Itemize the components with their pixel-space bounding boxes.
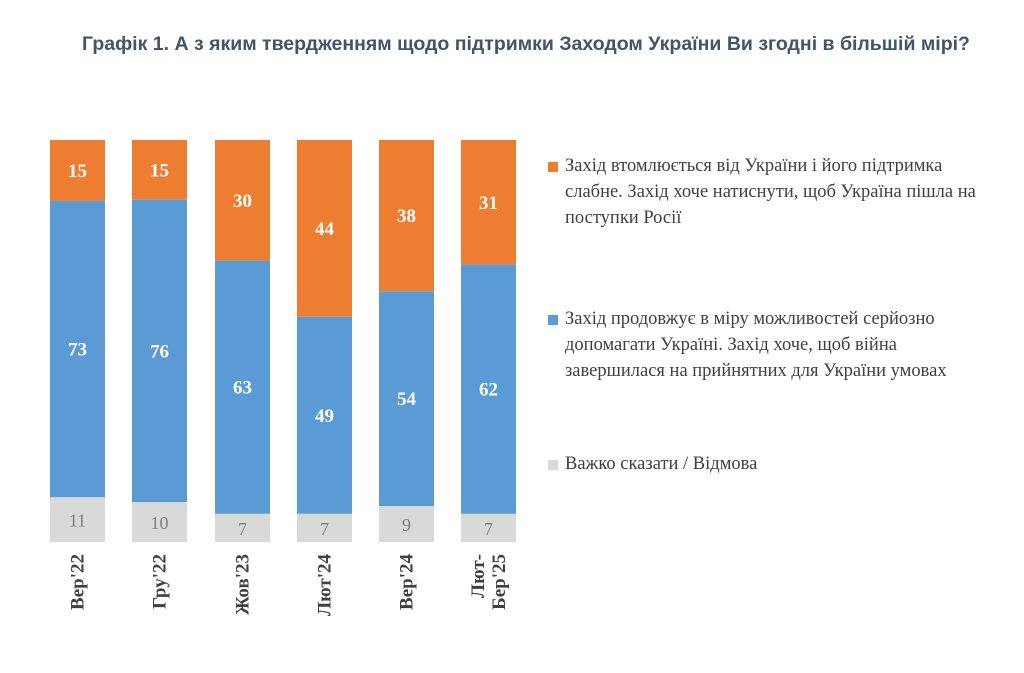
bar-segment — [379, 140, 434, 292]
data-label: 44 — [315, 219, 335, 240]
chart-title: Графік 1. А з яким твердженням щодо підт… — [82, 33, 970, 55]
data-label: 9 — [402, 515, 411, 535]
bar-segment — [215, 513, 270, 542]
category-label: Лют- Бер'25 — [468, 554, 510, 610]
data-label: 11 — [69, 511, 86, 531]
data-label: 15 — [150, 160, 169, 181]
data-label: 73 — [68, 340, 87, 361]
data-label: 7 — [484, 519, 493, 539]
bar-segment — [132, 502, 187, 542]
category-label-text: Лют- — [468, 554, 489, 598]
data-label: 31 — [479, 193, 498, 214]
bar-segment — [132, 140, 187, 200]
category-label: Вер'24 — [397, 554, 418, 610]
bar-segment — [50, 200, 105, 498]
bar-segment — [215, 140, 270, 261]
data-label: 15 — [68, 161, 87, 182]
bar-segment — [297, 316, 352, 514]
bar-segment — [461, 264, 516, 514]
data-label: 63 — [233, 378, 252, 399]
legend-item: Захід втомлюється від України і його під… — [548, 153, 988, 231]
bar-segment — [50, 497, 105, 542]
legend-swatch — [548, 460, 558, 470]
category-label: Вер'22 — [68, 554, 89, 610]
bar-segment — [297, 513, 352, 542]
category-label-text: Гру'22 — [150, 554, 171, 609]
data-label: 10 — [151, 513, 169, 533]
bar-segment — [132, 199, 187, 503]
category-label-text: Жов'23 — [233, 554, 254, 615]
bar-segment — [215, 260, 270, 514]
category-label: Жов'23 — [233, 554, 254, 615]
legend-item: Важко сказати / Відмова — [548, 451, 988, 477]
legend-label: Важко сказати / Відмова — [565, 454, 758, 474]
data-label: 38 — [397, 206, 416, 227]
bar-segment — [461, 140, 516, 265]
bar-segment — [461, 513, 516, 542]
bar-segment — [297, 140, 352, 317]
data-label: 76 — [150, 341, 169, 362]
bar-segment — [379, 291, 434, 507]
legend-swatch — [548, 162, 558, 172]
category-label: Лют'24 — [315, 554, 336, 617]
legend-swatch — [548, 315, 558, 325]
legend-label: Захід втомлюється від України і його під… — [565, 156, 976, 228]
category-label-text: Вер'24 — [397, 554, 418, 610]
data-label: 7 — [320, 519, 329, 539]
legend-item: Захід продовжує в міру можливостей серйо… — [548, 306, 988, 384]
data-label: 7 — [238, 519, 247, 539]
bar-segment — [379, 506, 434, 542]
category-label-text: Лют'24 — [315, 554, 336, 617]
category-label-text: Вер'22 — [68, 554, 89, 610]
data-label: 30 — [233, 191, 252, 212]
category-label: Гру'22 — [150, 554, 171, 609]
legend-label: Захід продовжує в міру можливостей серйо… — [565, 309, 947, 381]
category-label-text: Бер'25 — [489, 554, 510, 610]
data-label: 54 — [397, 389, 417, 410]
data-label: 62 — [479, 380, 498, 401]
bar-segment — [50, 140, 105, 201]
data-label: 49 — [315, 406, 334, 427]
